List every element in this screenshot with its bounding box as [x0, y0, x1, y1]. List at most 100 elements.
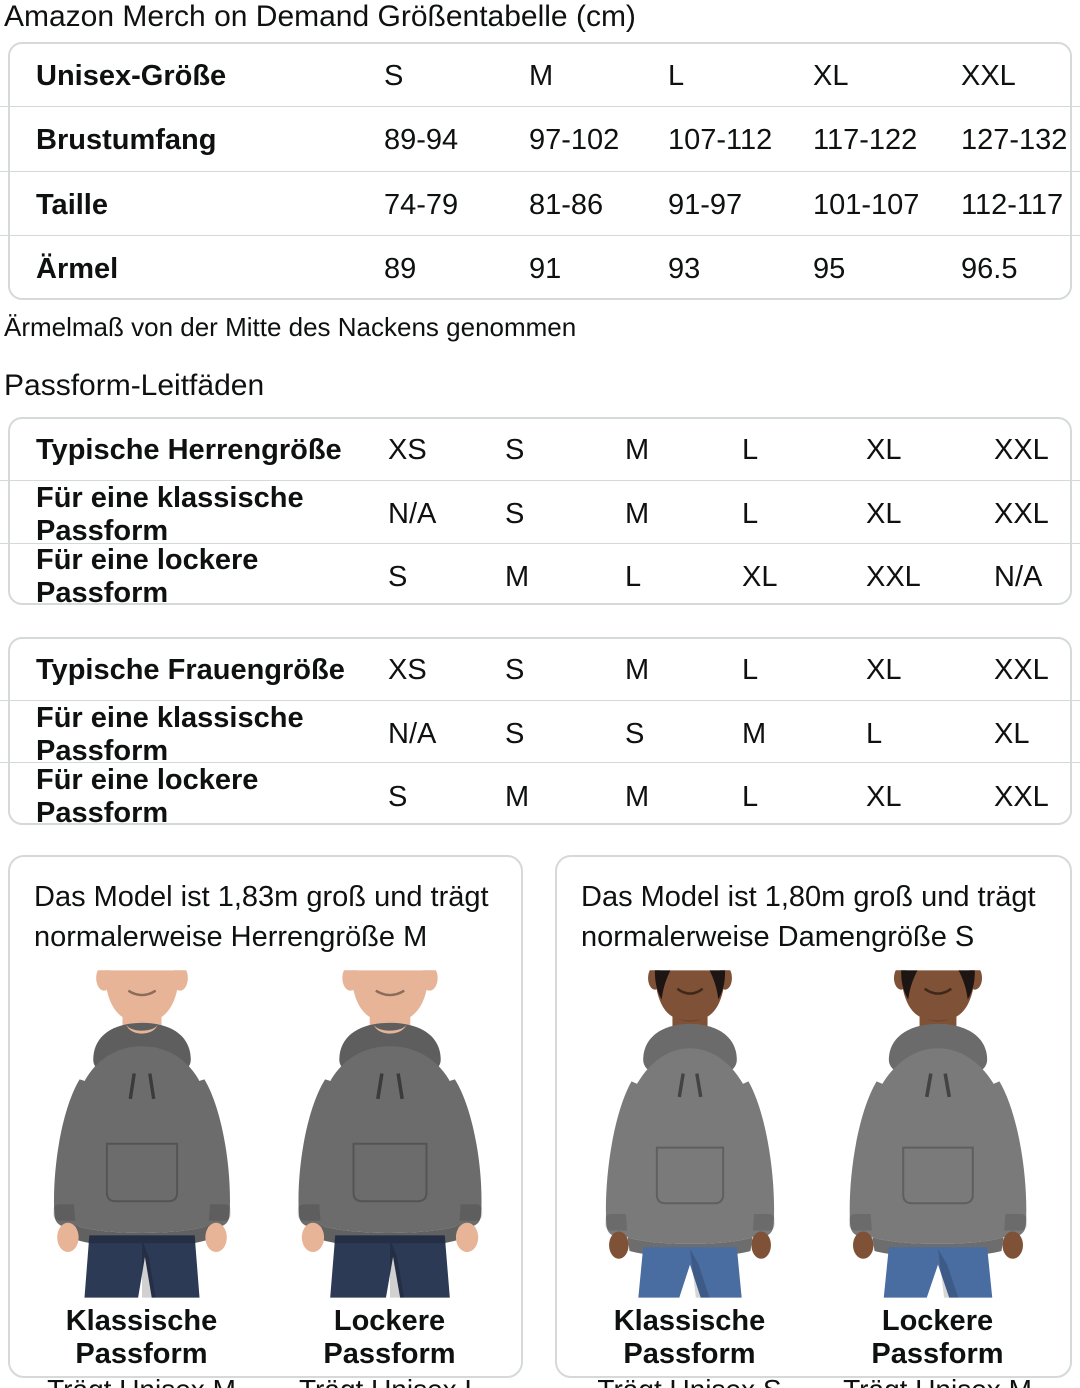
size-cell: L [742, 780, 759, 813]
row-divider [0, 543, 1080, 544]
fit-guides-heading: Passform-Leitfäden [4, 369, 265, 402]
size-cell: XL [742, 560, 778, 593]
row-label: Brustumfang [36, 124, 217, 157]
size-cell: S [505, 498, 525, 531]
size-cell: S [388, 780, 408, 813]
size-cell: M [505, 560, 530, 593]
size-cell: M [625, 498, 650, 531]
row-label: Für eine klassische Passform [36, 701, 304, 767]
fit-label: Lockere Passform [323, 1305, 456, 1370]
table-row: Für eine lockere Passform S M M L XL XXL [10, 764, 1070, 830]
model-photos: Klassische Passform Trägt Unisex M Locke… [10, 969, 521, 1388]
size-label: Trägt Unisex S [570, 1374, 810, 1388]
size-cell: 97-102 [529, 124, 620, 157]
womens-model-card: Das Model ist 1,80m groß und trägt norma… [555, 855, 1072, 1388]
size-cell: S [505, 653, 525, 686]
size-cell: L [866, 718, 883, 751]
table-row: Für eine lockere Passform S M L XL XXL N… [10, 544, 1070, 610]
row-divider [0, 235, 1080, 236]
size-cell: XXL [994, 653, 1049, 686]
model-description: Das Model ist 1,80m groß und trägt norma… [581, 881, 1036, 953]
row-label: Für eine klassische Passform [36, 481, 304, 547]
model-loose-fit: Lockere Passform Trägt Unisex L [270, 969, 510, 1388]
row-label: Für eine lockere Passform [36, 544, 259, 610]
fit-label: Klassische Passform [65, 1305, 218, 1370]
size-cell: 91-97 [668, 188, 743, 221]
size-cell: XXL [994, 780, 1049, 813]
row-label: Typische Frauengröße [36, 653, 345, 686]
size-cell: 101-107 [813, 188, 920, 221]
row-divider [0, 700, 1080, 701]
size-cell: M [529, 59, 554, 92]
size-label: Trägt Unisex M [818, 1374, 1058, 1388]
model-description: Das Model ist 1,83m groß und trägt norma… [34, 881, 489, 953]
size-label: Trägt Unisex L [270, 1374, 510, 1388]
male-model-photo [268, 969, 511, 1299]
size-cell: S [625, 718, 645, 751]
fit-label: Klassische Passform [613, 1305, 766, 1370]
row-label: Taille [36, 188, 108, 221]
size-cell: M [625, 653, 650, 686]
size-cell: L [742, 653, 759, 686]
size-cell: 117-122 [813, 124, 918, 157]
size-cell: 93 [668, 253, 701, 286]
size-cell: XXL [961, 59, 1016, 92]
size-cell: 89-94 [384, 124, 459, 157]
model-classic-fit: Klassische Passform Trägt Unisex S [570, 969, 810, 1388]
size-cell: 127-132 [961, 124, 1068, 157]
size-cell: N/A [994, 560, 1043, 593]
size-cell: 81-86 [529, 188, 604, 221]
table-row: Typische Frauengröße XS S M L XL XXL [10, 639, 1070, 702]
size-cell: M [742, 718, 767, 751]
table-row: Für eine klassische Passform N/A S S M L… [10, 701, 1070, 767]
size-cell: L [742, 433, 759, 466]
size-cell: 96.5 [961, 253, 1018, 286]
size-cell: 107-112 [668, 124, 773, 157]
size-cell: 95 [813, 253, 846, 286]
sleeve-measure-note: Ärmelmaß von der Mitte des Nackens genom… [4, 312, 577, 342]
table-row: Taille 74-79 81-86 91-97 101-107 112-117 [10, 173, 1070, 238]
page-title: Amazon Merch on Demand Größentabelle (cm… [4, 0, 636, 33]
row-label: Unisex-Größe [36, 59, 227, 92]
female-model-photo [815, 969, 1061, 1299]
size-cell: XL [813, 59, 849, 92]
size-cell: XXL [994, 498, 1049, 531]
model-classic-fit: Klassische Passform Trägt Unisex M [22, 969, 262, 1388]
row-label: Für eine lockere Passform [36, 764, 259, 830]
row-divider [0, 480, 1080, 481]
male-model-photo [25, 969, 259, 1299]
size-cell: XL [866, 780, 902, 813]
size-cell: XXL [994, 433, 1049, 466]
row-divider [0, 171, 1080, 172]
mens-fit-table: Typische Herrengröße XS S M L XL XXL Für… [8, 417, 1072, 610]
female-model-photo [573, 969, 807, 1299]
size-cell: 74-79 [384, 188, 459, 221]
size-cell: XS [388, 653, 427, 686]
size-cell: S [388, 560, 408, 593]
size-cell: S [505, 718, 525, 751]
size-cell: 91 [529, 253, 562, 286]
size-cell: XS [388, 433, 427, 466]
size-cell: N/A [388, 718, 437, 751]
size-cell: L [625, 560, 642, 593]
table-row: Typische Herrengröße XS S M L XL XXL [10, 419, 1070, 482]
row-label: Ärmel [36, 253, 119, 286]
size-cell: L [742, 498, 759, 531]
size-cell: 89 [384, 253, 417, 286]
fit-label: Lockere Passform [871, 1305, 1004, 1370]
mens-model-card: Das Model ist 1,83m groß und trägt norma… [8, 855, 523, 1388]
row-divider [0, 762, 1080, 763]
size-cell: XXL [866, 560, 921, 593]
size-cell: M [625, 780, 650, 813]
table-row: Für eine klassische Passform N/A S M L X… [10, 481, 1070, 547]
size-cell: XL [994, 718, 1030, 751]
size-cell: L [668, 59, 685, 92]
table-row: Brustumfang 89-94 97-102 107-112 117-122… [10, 109, 1070, 174]
size-cell: N/A [388, 498, 437, 531]
size-cell: XL [866, 433, 902, 466]
model-photos: Klassische Passform Trägt Unisex S Locke… [557, 969, 1070, 1388]
size-label: Trägt Unisex M [22, 1374, 262, 1388]
size-cell: S [384, 59, 404, 92]
row-divider [0, 106, 1080, 107]
